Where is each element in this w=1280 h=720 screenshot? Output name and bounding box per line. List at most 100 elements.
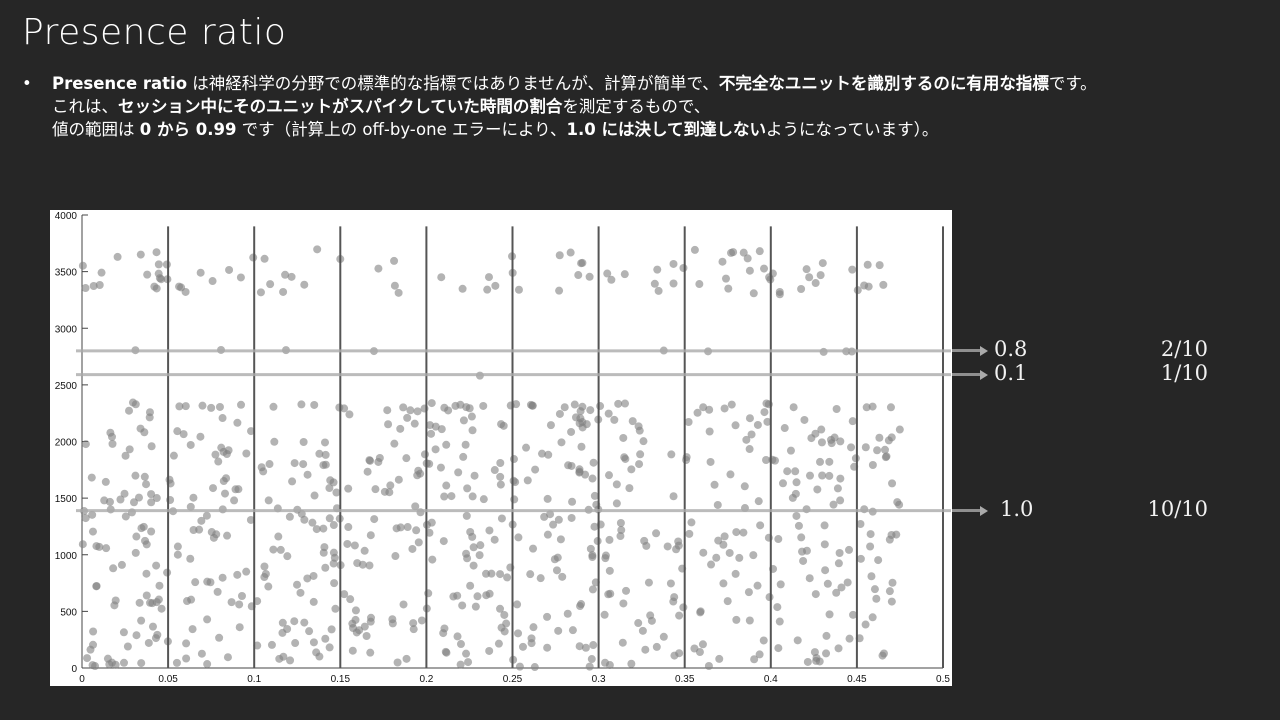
spike-point: [749, 289, 758, 298]
spike-point: [765, 593, 774, 602]
spike-point: [325, 643, 334, 652]
spike-point: [188, 625, 197, 634]
spike-point: [496, 458, 505, 467]
spike-point: [861, 443, 870, 452]
spike-point: [147, 442, 156, 451]
spike-point: [509, 455, 518, 464]
spike-point: [621, 454, 630, 463]
spike-point: [152, 561, 161, 570]
spike-point: [119, 658, 128, 667]
spike-point: [776, 580, 785, 589]
spike-point: [749, 551, 758, 560]
spike-point: [747, 430, 756, 439]
spike-point: [755, 650, 764, 659]
spike-point: [820, 540, 829, 549]
spike-point: [719, 579, 728, 588]
spike-point: [260, 254, 269, 263]
spike-point: [704, 662, 713, 671]
spike-point: [265, 460, 274, 469]
spike-point: [136, 250, 145, 259]
line3-segment: です（計算上の off-by-one エラーにより、: [236, 120, 567, 139]
spike-point: [555, 251, 564, 260]
spike-point: [221, 489, 230, 498]
spike-point: [211, 450, 220, 459]
spike-point: [393, 658, 402, 667]
spike-point: [150, 282, 159, 291]
spike-point: [744, 588, 753, 597]
spike-point: [760, 264, 769, 273]
spike-point: [543, 494, 552, 503]
spike-point: [402, 454, 411, 463]
spike-point: [439, 629, 448, 638]
spike-point: [125, 406, 134, 415]
ratio-fraction-label: 2/10: [1160, 336, 1208, 361]
spike-point: [588, 474, 597, 483]
spike-point: [616, 532, 625, 541]
spike-point: [463, 484, 472, 493]
spike-point: [628, 417, 637, 426]
spike-point: [189, 493, 198, 502]
spike-point: [351, 615, 360, 624]
spike-point: [554, 515, 563, 524]
spike-point: [526, 570, 535, 579]
spike-point: [834, 644, 843, 653]
spike-point: [163, 568, 172, 577]
spike-point: [743, 254, 752, 263]
spike-point: [879, 649, 888, 658]
spike-point: [345, 410, 354, 419]
spike-point: [148, 622, 157, 631]
spike-point: [92, 581, 101, 590]
spike-point: [300, 618, 309, 627]
spike-point: [745, 616, 754, 625]
spike-point: [763, 417, 772, 426]
spike-point: [718, 257, 727, 266]
spike-point: [483, 285, 492, 294]
spike-point: [543, 612, 552, 621]
line1-segment: 不完全なユニットを識別するのに有用な指標: [718, 74, 1049, 93]
spike-point: [585, 662, 594, 671]
spike-point: [596, 402, 605, 411]
spike-point: [836, 474, 845, 483]
spike-point: [485, 646, 494, 655]
spike-point: [874, 556, 883, 565]
spike-point: [340, 404, 349, 413]
spike-point: [588, 553, 597, 562]
spike-point: [143, 270, 152, 279]
spike-point: [802, 265, 811, 274]
spike-point: [425, 421, 434, 430]
spike-point: [325, 514, 334, 523]
spike-point: [793, 636, 802, 645]
spike-point: [762, 399, 771, 408]
spike-point: [775, 617, 784, 626]
spike-point: [823, 579, 832, 588]
spike-point: [698, 640, 707, 649]
spike-point: [186, 440, 195, 449]
spike-point: [745, 266, 754, 275]
line2-segment: を測定するもので、: [562, 97, 711, 116]
spike-point: [88, 527, 97, 536]
spike-point: [496, 472, 505, 481]
spike-point: [832, 588, 841, 597]
spike-point: [470, 471, 479, 480]
spike-point: [607, 275, 616, 284]
spike-point: [290, 459, 299, 468]
spike-point: [140, 472, 149, 481]
spike-point: [286, 656, 295, 665]
spike-point: [818, 471, 827, 480]
spike-point: [237, 591, 246, 600]
spike-point: [484, 273, 493, 282]
spike-point: [866, 542, 875, 551]
spike-point: [290, 617, 299, 626]
spike-point: [835, 548, 844, 557]
spike-point: [721, 274, 730, 283]
spike-point: [308, 518, 317, 527]
spike-point: [807, 434, 816, 443]
spike-point: [710, 480, 719, 489]
spike-point: [152, 494, 161, 503]
spike-point: [696, 608, 705, 617]
spike-point: [131, 471, 140, 480]
spike-point: [141, 536, 150, 545]
spike-point: [856, 519, 865, 528]
spike-point: [528, 401, 537, 410]
spike-point: [242, 567, 251, 576]
